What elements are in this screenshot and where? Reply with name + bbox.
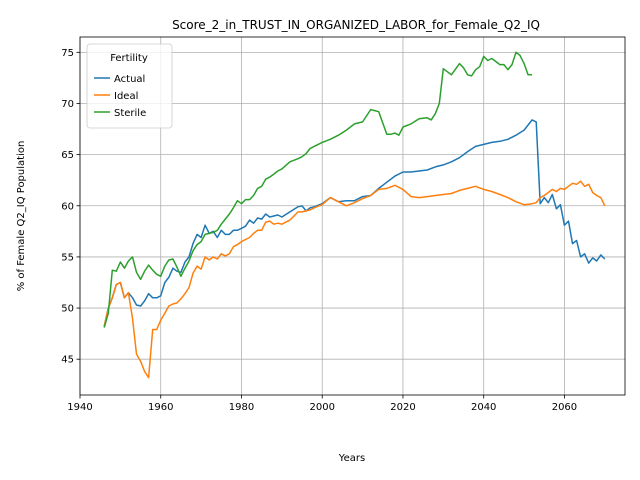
legend-label-sterile: Sterile bbox=[114, 108, 146, 119]
series-line-actual bbox=[103, 119, 606, 327]
y-axis-label: % of Female Q2_IQ Population bbox=[16, 141, 27, 292]
x-tick-label: 1960 bbox=[148, 402, 173, 413]
legend-label-ideal: Ideal bbox=[114, 91, 138, 102]
x-tick-label: 2040 bbox=[471, 402, 496, 413]
series-lines bbox=[103, 51, 606, 379]
series-line-ideal bbox=[103, 180, 606, 379]
legend-title: Fertility bbox=[110, 53, 148, 64]
x-tick-label: 2020 bbox=[390, 402, 415, 413]
y-tick-label: 70 bbox=[61, 99, 74, 110]
grid bbox=[79, 37, 625, 395]
x-tick-label: 2060 bbox=[552, 402, 577, 413]
legend-label-actual: Actual bbox=[114, 74, 145, 85]
x-tick-label: 1980 bbox=[229, 402, 254, 413]
y-axis-ticks: 45 50 55 60 65 70 75 bbox=[61, 48, 80, 366]
x-axis-ticks: 1940 1960 1980 2000 2020 2040 2060 bbox=[67, 395, 577, 413]
x-tick-label: 2000 bbox=[309, 402, 334, 413]
plot-frame bbox=[79, 36, 626, 396]
y-tick-label: 50 bbox=[61, 304, 74, 315]
series-line-sterile bbox=[103, 51, 533, 328]
x-tick-label: 1940 bbox=[67, 402, 92, 413]
legend-box bbox=[86, 43, 173, 129]
y-tick-label: 75 bbox=[61, 48, 74, 59]
x-axis-label: Years bbox=[338, 453, 365, 464]
y-tick-label: 65 bbox=[61, 150, 74, 161]
y-tick-label: 55 bbox=[61, 252, 74, 263]
legend: Fertility Actual Ideal Sterile bbox=[86, 43, 173, 129]
y-tick-label: 60 bbox=[61, 201, 74, 212]
chart-title: Score_2_in_TRUST_IN_ORGANIZED_LABOR_for_… bbox=[172, 18, 540, 32]
y-tick-label: 45 bbox=[61, 355, 74, 366]
